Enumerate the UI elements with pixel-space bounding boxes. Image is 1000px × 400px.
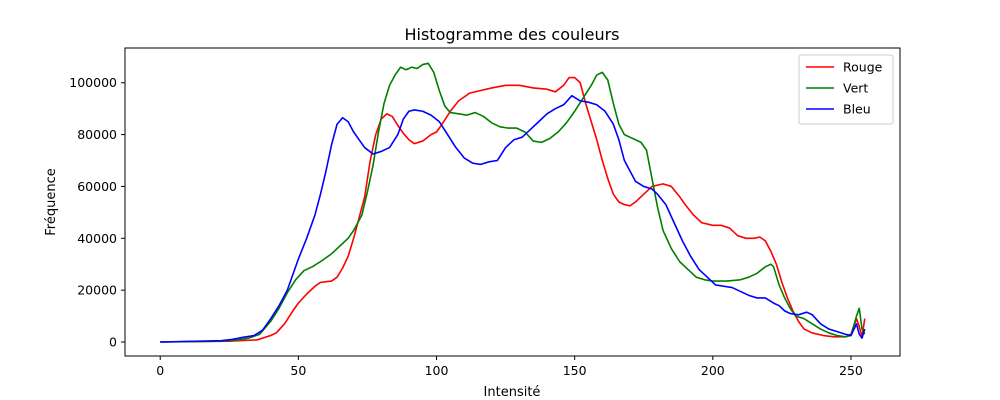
y-tick-label: 100000: [69, 75, 117, 90]
legend-label-vert: Vert: [843, 81, 868, 96]
plot-area-frame: [124, 47, 901, 357]
legend-box: [798, 54, 894, 125]
x-tick-label: 200: [701, 363, 725, 378]
y-tick-label: 80000: [77, 127, 117, 142]
series-line-bleu: [160, 94, 866, 343]
y-axis-label: Fréquence: [44, 168, 59, 235]
legend: Rouge Vert Bleu: [798, 54, 894, 125]
y-tick-label: 40000: [77, 231, 117, 246]
series-line-rouge: [160, 76, 866, 343]
x-tick-label: 150: [563, 363, 587, 378]
series-lines: [160, 62, 866, 343]
y-tick-label: 20000: [77, 283, 117, 298]
series-line-vert: [160, 62, 866, 343]
y-tick-label: 60000: [77, 179, 117, 194]
legend-label-rouge: Rouge: [843, 60, 883, 75]
x-axis-label: Intensité: [484, 385, 541, 400]
x-tick-label: 50: [290, 363, 306, 378]
x-tick-label: 100: [425, 363, 449, 378]
y-axis-ticks: 0 20000 40000 60000 80000 100000: [69, 75, 125, 350]
x-tick-label: 250: [839, 363, 863, 378]
x-tick-label: 0: [156, 363, 164, 378]
y-tick-label: 0: [109, 335, 117, 350]
x-axis-ticks: 0 50 100 150 200 250: [156, 356, 863, 378]
legend-label-bleu: Bleu: [843, 102, 871, 117]
chart-title: Histogramme des couleurs: [404, 25, 619, 44]
